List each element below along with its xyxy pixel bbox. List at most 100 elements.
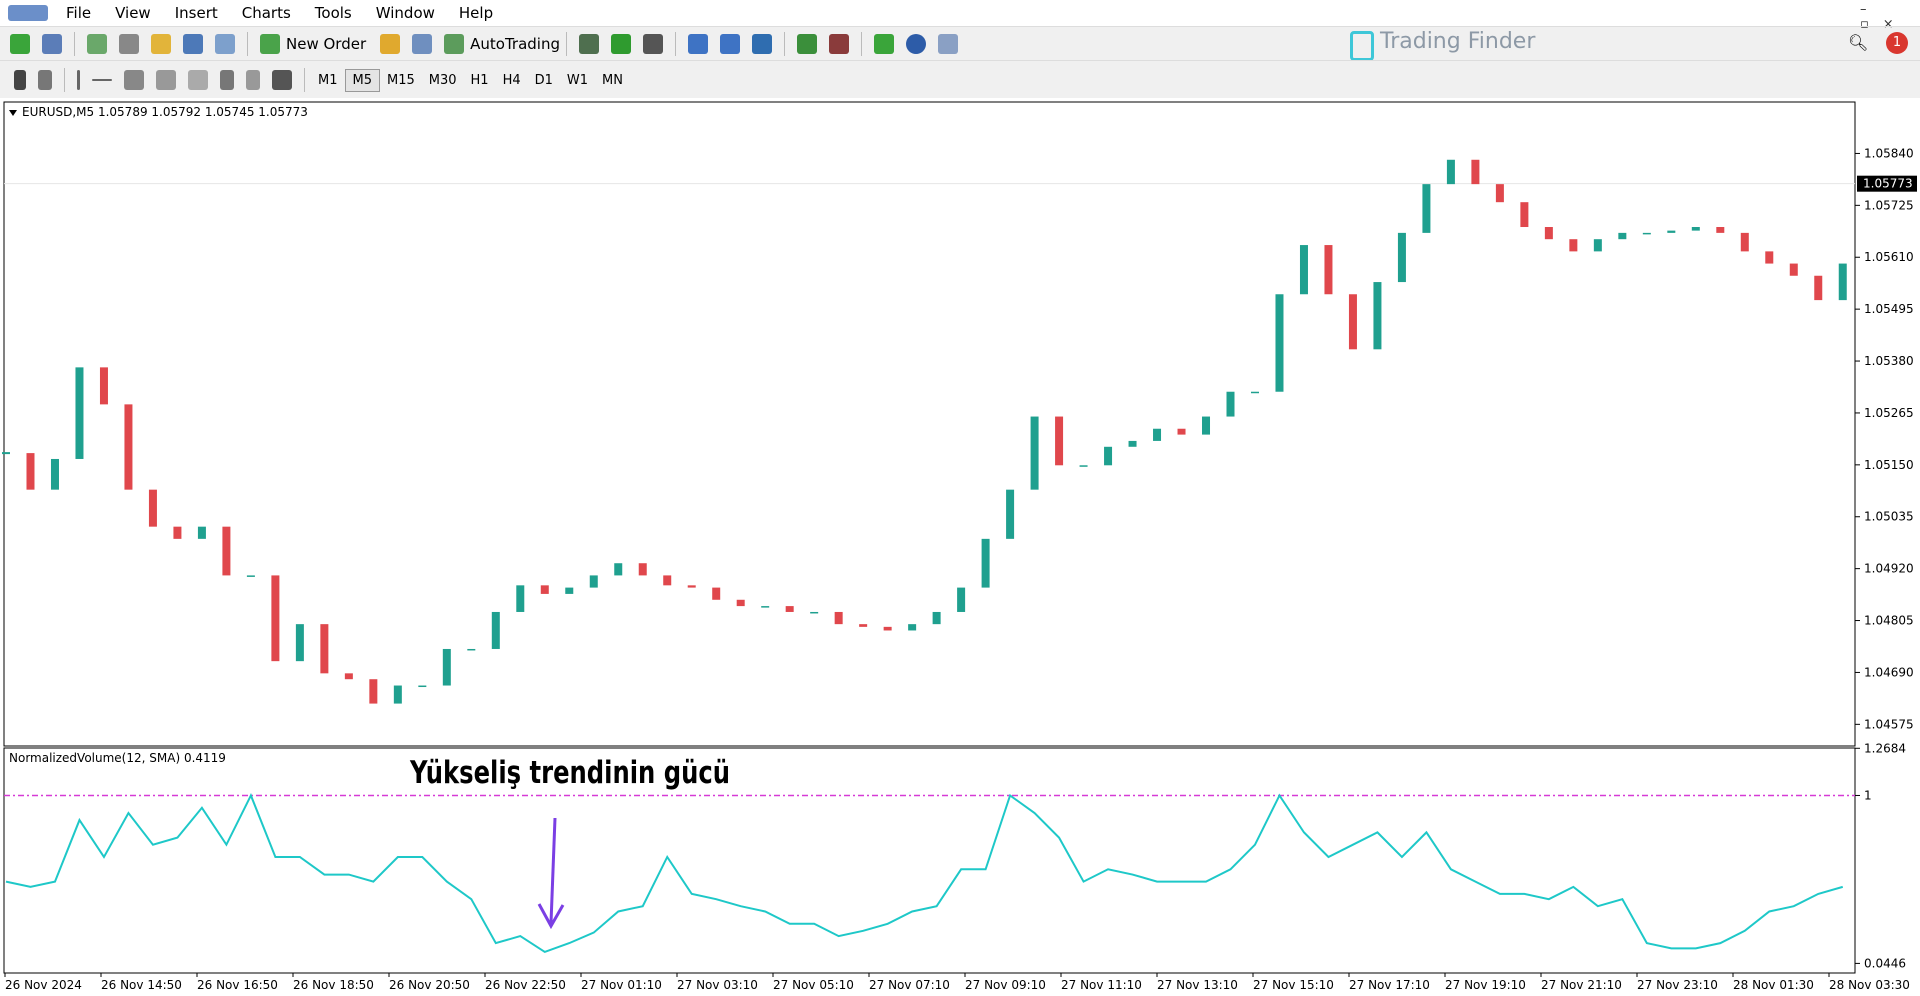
x-tick-label: 27 Nov 13:10 (1157, 978, 1238, 992)
candle (442, 648, 451, 686)
menu-item[interactable]: Tools (314, 4, 352, 22)
tool-icon[interactable] (77, 70, 80, 90)
tool-icon[interactable] (10, 34, 30, 54)
notification-badge[interactable]: 1 (1886, 32, 1908, 54)
timeframe-button[interactable]: H4 (502, 72, 521, 88)
tool-icon[interactable] (643, 34, 663, 54)
x-tick-label: 26 Nov 16:50 (197, 978, 278, 992)
tool-icon[interactable] (579, 34, 599, 54)
tool-icon[interactable] (874, 34, 894, 54)
tool-icon[interactable] (151, 34, 171, 54)
timeframe-button[interactable]: M5 (344, 68, 380, 92)
candle (1202, 416, 1211, 435)
tool-icon[interactable] (444, 34, 465, 54)
tool-icon[interactable] (938, 34, 958, 54)
tool-icon[interactable] (260, 34, 280, 54)
tool-icon[interactable] (829, 34, 849, 54)
candle (810, 611, 819, 614)
tool-icon[interactable] (720, 34, 740, 54)
x-tick-label: 27 Nov 23:10 (1637, 978, 1718, 992)
new-order-button[interactable]: New Order (286, 35, 367, 53)
candle (736, 599, 745, 607)
tool-icon[interactable] (752, 34, 772, 54)
x-tick-label: 27 Nov 09:10 (965, 978, 1046, 992)
candle (246, 575, 255, 577)
arrow-head (537, 903, 565, 930)
candle (1348, 294, 1357, 350)
arrow-shaft (549, 817, 557, 924)
x-tick-label: 27 Nov 11:10 (1061, 978, 1142, 992)
candle (320, 624, 329, 674)
candle (1373, 282, 1382, 350)
candle (1030, 416, 1039, 490)
timeframe-button[interactable]: W1 (566, 72, 589, 88)
search-icon[interactable]: 🔍︎ (1848, 33, 1869, 52)
candle (1104, 446, 1113, 466)
tool-icon[interactable] (215, 34, 235, 54)
tool-icon[interactable] (124, 70, 144, 90)
menu-item[interactable]: File (66, 4, 92, 22)
tool-icon[interactable] (797, 34, 817, 54)
tool-icon[interactable] (246, 70, 260, 90)
menu-item[interactable]: Charts (241, 4, 291, 22)
tool-icon[interactable] (412, 34, 433, 54)
candle (540, 585, 549, 594)
timeframe-button[interactable]: M1 (318, 72, 338, 88)
window-controls[interactable]: –▫× (1860, 2, 1908, 32)
candle (99, 367, 108, 405)
toolbar: New Order AutoTrading Trading Finder 🔍︎ … (0, 26, 1920, 61)
candle (565, 587, 574, 594)
timeframe-button[interactable]: MN (602, 72, 623, 88)
tool-icon[interactable] (183, 34, 203, 54)
candle (222, 526, 231, 576)
timeframe-button[interactable]: M15 (387, 72, 415, 88)
tool-icon[interactable] (119, 34, 139, 54)
candle (1153, 428, 1162, 441)
candle (687, 585, 696, 588)
candle (908, 624, 917, 631)
tool-icon[interactable] (38, 70, 52, 90)
autotrading-button[interactable]: AutoTrading (470, 35, 560, 53)
candle (589, 575, 598, 588)
timeframe-button[interactable]: D1 (534, 72, 553, 88)
tool-icon[interactable] (380, 34, 401, 54)
tool-icon[interactable] (220, 70, 234, 90)
candle (1226, 391, 1235, 417)
x-tick-label: 26 Nov 2024 (5, 978, 82, 992)
tool-icon[interactable] (188, 70, 208, 90)
candle (26, 453, 35, 490)
x-tick-label: 27 Nov 01:10 (581, 978, 662, 992)
tool-icon[interactable] (42, 34, 62, 54)
y-tick-label: 0.0446 (1864, 956, 1906, 970)
candle (1250, 391, 1259, 394)
tool-icon[interactable] (272, 70, 292, 90)
candle (369, 679, 378, 704)
tool-icon[interactable] (87, 34, 107, 54)
timeframe-button[interactable]: H1 (470, 72, 489, 88)
candle (1006, 489, 1015, 539)
indicator-title: NormalizedVolume(12, SMA) 0.4119 (9, 751, 226, 765)
tool-icon[interactable] (611, 34, 631, 54)
menu-item[interactable]: View (115, 4, 151, 22)
candle (1814, 275, 1823, 301)
menu-item[interactable]: Window (375, 4, 435, 22)
candle (1667, 230, 1676, 233)
tool-icon[interactable] (14, 70, 26, 90)
candle (418, 685, 427, 688)
tool-icon[interactable] (92, 79, 112, 81)
tool-icon[interactable] (688, 34, 708, 54)
candle (75, 367, 84, 459)
candle (1544, 227, 1553, 240)
last-price-label: 1.05773 (1863, 177, 1913, 191)
candle (467, 648, 476, 651)
timeframe-button[interactable]: M30 (428, 72, 457, 88)
y-tick-label: 1.05380 (1864, 354, 1914, 368)
menu-item[interactable]: Insert (174, 4, 218, 22)
menu-item[interactable]: Help (458, 4, 494, 22)
candle (712, 587, 721, 600)
tool-icon[interactable] (906, 34, 926, 54)
tool-icon[interactable] (156, 70, 176, 90)
y-tick-label: 1.05150 (1864, 458, 1914, 472)
y-tick-label: 1.04690 (1864, 665, 1914, 679)
candle (148, 489, 157, 527)
